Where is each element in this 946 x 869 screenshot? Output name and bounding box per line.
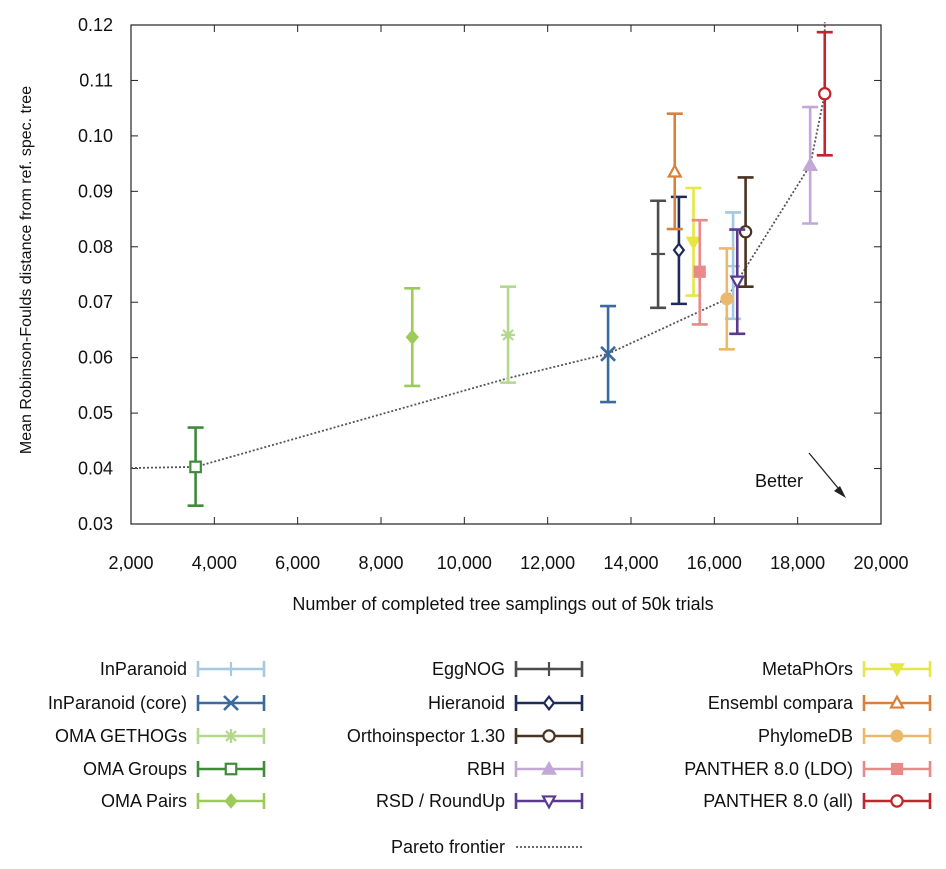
x-tick-label: 8,000 [358,553,403,573]
legend-label: Ensembl compara [708,693,854,713]
legend-marker-icon [224,793,238,809]
x-tick-label: 4,000 [192,553,237,573]
legend-label: OMA Groups [83,759,187,779]
legend-marker-icon [223,695,239,711]
legend-entry-eggnog: EggNOG [432,659,584,679]
legend-marker-icon [889,663,905,678]
data-points-layer [187,30,833,508]
data-point-oma-gethogs [500,285,517,384]
plot-frame [130,24,882,525]
legend-entry-inparanoid: InParanoid [100,659,266,679]
y-tick-label: 0.07 [78,292,113,312]
x-tick-label: 20,000 [853,553,908,573]
data-point-panther-8-0-all [816,30,833,157]
legend-label: Orthoinspector 1.30 [347,726,505,746]
y-tick-label: 0.09 [78,181,113,201]
pareto-frontier-line [130,22,826,469]
data-point-rbh [802,105,819,225]
better-arrow-icon [808,452,844,495]
x-tick-label: 2,000 [108,553,153,573]
legend-label: Hieranoid [428,693,505,713]
legend-entry-oma-pairs: OMA Pairs [101,791,266,811]
legend: InParanoid InParanoid (core) OMA GETHOGs OM… [48,659,932,857]
x-tick-label: 10,000 [437,553,492,573]
legend-marker-icon [541,795,557,810]
x-tick-label: 16,000 [687,553,742,573]
y-tick-label: 0.10 [78,126,113,146]
legend-label: PANTHER 8.0 (all) [703,791,853,811]
y-tick-label: 0.04 [78,459,113,479]
legend-marker-icon [889,694,905,709]
legend-marker-icon [890,794,904,808]
x-tick-label: 6,000 [275,553,320,573]
legend-entry-ensembl-compara: Ensembl compara [708,693,932,713]
x-tick-label: 14,000 [603,553,658,573]
legend-marker-icon [224,662,238,676]
legend-marker-icon [542,662,556,676]
legend-entry-oma-gethogs: OMA GETHOGs [55,726,266,746]
data-point-rsd-roundup [729,228,746,336]
legend-entry-rbh: RBH [467,759,584,779]
legend-entry-metaphors: MetaPhOrs [762,659,932,679]
better-label: Better [755,471,803,491]
legend-label: RBH [467,759,505,779]
legend-marker-icon [542,729,556,743]
y-tick-label: 0.11 [79,70,113,90]
legend-marker-icon [224,762,238,776]
y-tick-label: 0.03 [78,514,113,534]
legend-label: MetaPhOrs [762,659,853,679]
data-point-hieranoid [670,195,687,306]
legend-label: PhylomeDB [758,726,853,746]
y-tick-label: 0.06 [78,348,113,368]
pareto-frontier-layer [130,22,826,469]
y-tick-label: 0.05 [78,403,113,423]
better-annotation: Better [755,452,846,498]
legend-label: InParanoid (core) [48,693,187,713]
axis-ticks: 2,000 4,000 6,000 8,000 10,000 12,000 14,000 16… [78,15,909,573]
data-point-eggnog [650,199,667,310]
legend-entry-pareto-frontier: Pareto frontier [391,837,582,857]
legend-label: OMA Pairs [101,791,187,811]
data-point-orthoinspector-1-30 [737,176,754,288]
plot-area [130,24,882,525]
y-tick-label: 0.08 [78,237,113,257]
legend-entry-panther-8-0-all: PANTHER 8.0 (all) [703,791,932,811]
data-point-metaphors [685,186,702,297]
legend-label: InParanoid [100,659,187,679]
better-arrowhead-icon [834,486,846,498]
data-point-ensembl-compara [666,112,683,231]
legend-marker-icon [890,729,904,743]
data-point-phylomedb [718,247,735,351]
legend-label: PANTHER 8.0 (LDO) [684,759,853,779]
data-point-inparanoid-core [600,304,617,404]
x-tick-label: 18,000 [770,553,825,573]
legend-marker-icon [542,694,556,712]
legend-label: Pareto frontier [391,837,505,857]
data-point-oma-pairs [404,287,421,388]
legend-label: EggNOG [432,659,505,679]
legend-entry-panther-8-0-ldo: PANTHER 8.0 (LDO) [684,759,932,779]
legend-entry-orthoinspector-1-30: Orthoinspector 1.30 [347,726,584,746]
legend-entry-phylomedb: PhylomeDB [758,726,932,746]
legend-entry-rsd-roundup: RSD / RoundUp [376,791,584,811]
legend-marker-icon [890,762,904,776]
data-point-oma-groups [187,426,204,508]
x-axis-title: Number of completed tree samplings out o… [292,594,713,614]
y-axis-title: Mean Robinson-Foulds distance from ref. … [18,86,35,454]
legend-entry-inparanoid-core: InParanoid (core) [48,693,266,713]
data-point-panther-8-0-ldo [691,218,708,326]
legend-label: RSD / RoundUp [376,791,505,811]
legend-entry-hieranoid: Hieranoid [428,693,584,713]
legend-label: OMA GETHOGs [55,726,187,746]
legend-marker-icon [224,729,238,743]
y-tick-label: 0.12 [78,15,113,35]
legend-marker-icon [541,760,557,775]
legend-entry-oma-groups: OMA Groups [83,759,266,779]
x-tick-label: 12,000 [520,553,575,573]
